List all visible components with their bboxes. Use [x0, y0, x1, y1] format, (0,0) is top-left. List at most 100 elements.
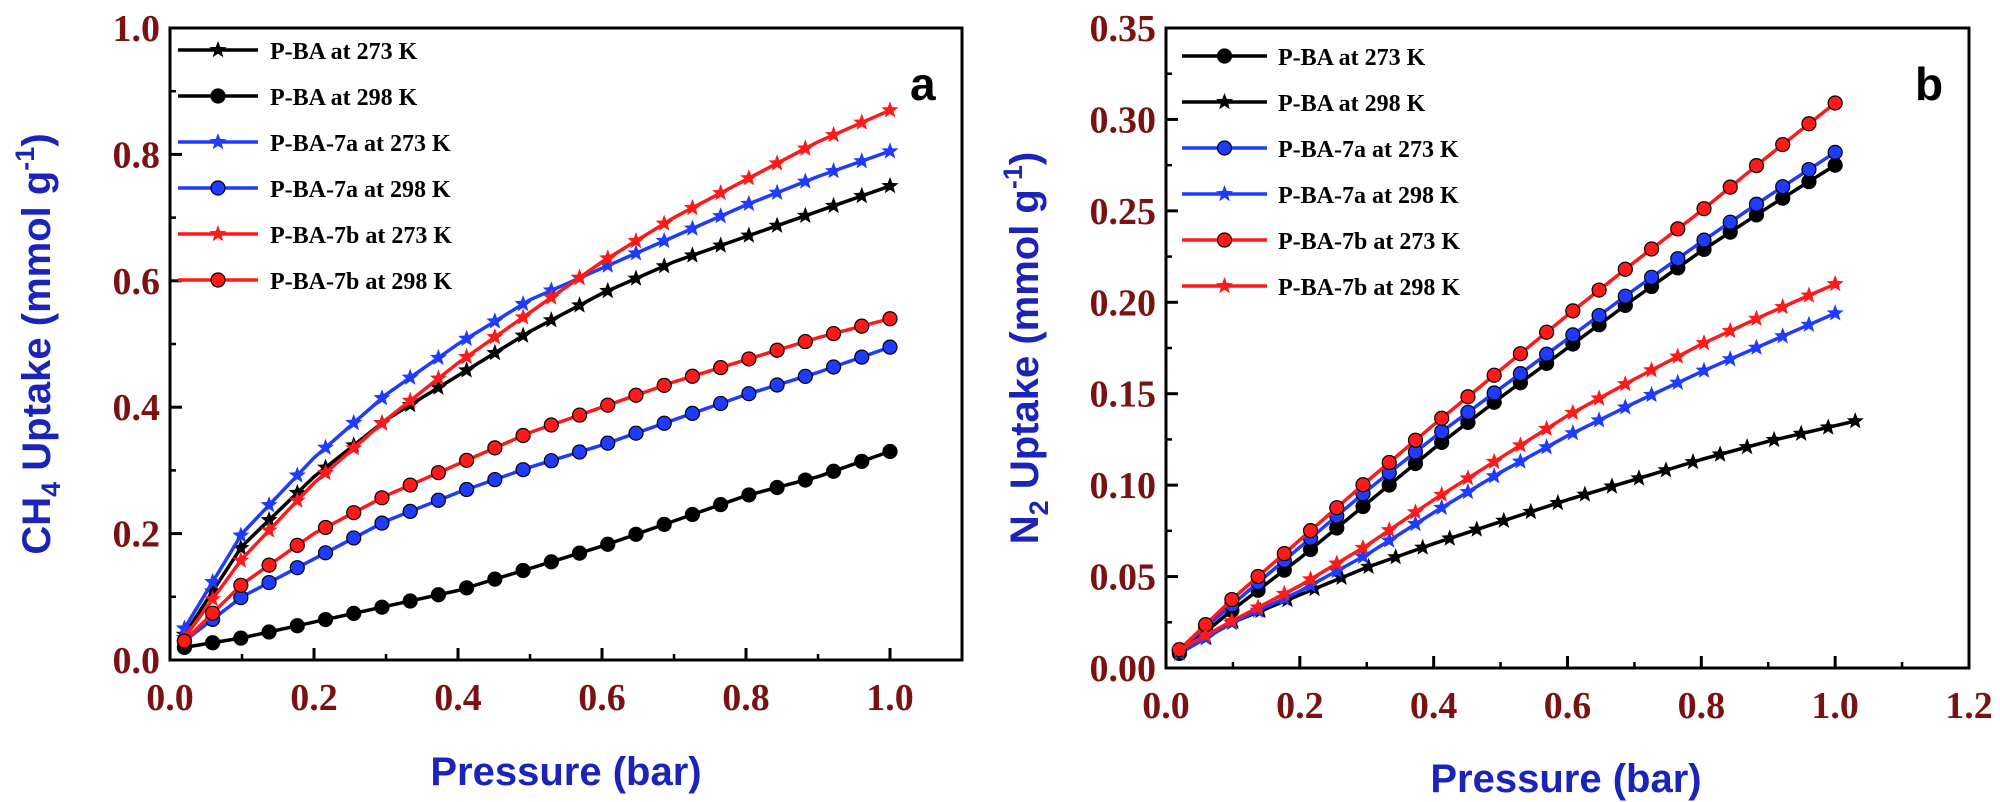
data-point	[684, 405, 701, 421]
data-point	[1460, 404, 1476, 420]
data-point	[459, 580, 475, 596]
legend-label: P-BA at 298 K	[270, 85, 418, 111]
data-point	[825, 359, 842, 375]
chart-panel-a: 0.0 0.2 0.4 0.6 0.8 1.0 0.0 0.2 0.4 0.6 0.8 1.0 P-B…	[10, 8, 964, 794]
data-point	[684, 506, 701, 523]
data-point	[571, 545, 588, 561]
legend-marker	[1215, 93, 1234, 110]
data-point	[1565, 303, 1581, 319]
data-point	[1747, 309, 1765, 326]
data-point	[1495, 511, 1513, 528]
data-point	[1603, 477, 1621, 494]
series-line	[182, 184, 891, 636]
data-point	[769, 377, 785, 393]
data-point	[1826, 275, 1844, 292]
data-point	[683, 246, 701, 263]
series-line	[183, 317, 891, 643]
data-point	[1275, 584, 1293, 602]
data-point	[1539, 346, 1555, 362]
data-point	[1302, 576, 1320, 593]
legend-label: P-BA-7a at 273 K	[1278, 137, 1459, 163]
x-tick-label: 0.2	[1276, 685, 1324, 727]
data-point	[515, 427, 531, 444]
data-point	[825, 196, 843, 214]
data-point	[825, 162, 843, 179]
data-point	[542, 311, 560, 328]
y-tick-label: 0.2	[113, 514, 161, 556]
legend-marker	[1216, 232, 1233, 248]
legend-marker	[1215, 277, 1234, 294]
data-point	[1643, 385, 1661, 403]
data-point	[317, 611, 334, 628]
y-axis-title-part: N	[1003, 515, 1047, 544]
data-point	[1695, 334, 1713, 351]
data-point	[628, 387, 644, 403]
data-point	[740, 169, 758, 186]
data-point	[401, 391, 419, 408]
series-marks-b	[1170, 95, 1864, 661]
data-point	[261, 557, 277, 573]
data-point	[430, 587, 447, 603]
data-point	[882, 311, 898, 327]
legend-label: P-BA at 298 K	[1278, 91, 1426, 117]
data-point	[317, 463, 335, 481]
data-point	[1617, 288, 1633, 304]
data-point	[1591, 282, 1607, 298]
chart-panel-b: 0.0 0.2 0.4 0.6 0.8 1.0 1.2 0.00 0.05 0.10 0.15 0.2…	[998, 8, 1993, 801]
y-axis-title-part: CH	[15, 497, 59, 555]
data-point	[232, 539, 250, 556]
legend-marker	[1216, 140, 1233, 156]
data-point	[458, 361, 476, 378]
data-point	[1433, 485, 1451, 502]
data-point	[712, 184, 730, 201]
data-point	[1329, 500, 1345, 516]
data-point	[1721, 321, 1739, 339]
data-point	[1774, 327, 1792, 344]
data-point	[1328, 554, 1346, 571]
data-point	[1801, 116, 1817, 132]
data-point	[1302, 570, 1320, 587]
data-point	[600, 536, 616, 552]
data-point	[458, 347, 476, 365]
y-axis-title-subscript: 4	[36, 482, 66, 497]
data-point	[346, 505, 362, 521]
data-point	[825, 125, 843, 143]
data-point	[882, 443, 898, 460]
data-point	[1407, 432, 1424, 448]
data-point	[741, 351, 757, 367]
data-point	[1576, 485, 1594, 502]
x-tick-label: 0.0	[146, 677, 194, 719]
data-point	[374, 490, 390, 506]
legend-label: P-BA-7b at 298 K	[1278, 275, 1460, 301]
legend-label: P-BA at 273 K	[270, 39, 418, 65]
data-point	[1485, 452, 1503, 469]
legend-marker	[209, 133, 227, 150]
x-tick-label: 1.0	[1811, 685, 1859, 727]
x-tick-label: 1.0	[866, 677, 914, 719]
data-point	[1819, 418, 1837, 435]
data-point	[740, 194, 758, 212]
axis-ticks-a: 0.0 0.2 0.4 0.6 0.8 1.0 0.0 0.2 0.4 0.6 0.8 1.0	[113, 8, 914, 719]
data-point	[628, 526, 644, 542]
data-point	[487, 440, 503, 456]
data-point	[1538, 438, 1556, 455]
data-point	[656, 377, 672, 393]
data-point	[1459, 483, 1477, 500]
data-point	[825, 463, 842, 479]
series-line	[1178, 419, 1856, 655]
series-line	[182, 149, 891, 630]
data-point	[204, 572, 222, 590]
data-point	[486, 312, 504, 329]
series-line	[1178, 282, 1836, 652]
data-point	[768, 216, 786, 233]
data-point	[1249, 598, 1267, 615]
data-point	[317, 545, 334, 561]
data-point	[627, 232, 645, 249]
data-point	[260, 496, 278, 513]
data-point	[1355, 498, 1371, 515]
data-point	[1643, 241, 1660, 257]
x-tick-label: 0.4	[1410, 685, 1458, 727]
data-point	[683, 219, 701, 236]
data-point	[655, 214, 673, 231]
x-tick-label: 0.4	[434, 677, 482, 719]
